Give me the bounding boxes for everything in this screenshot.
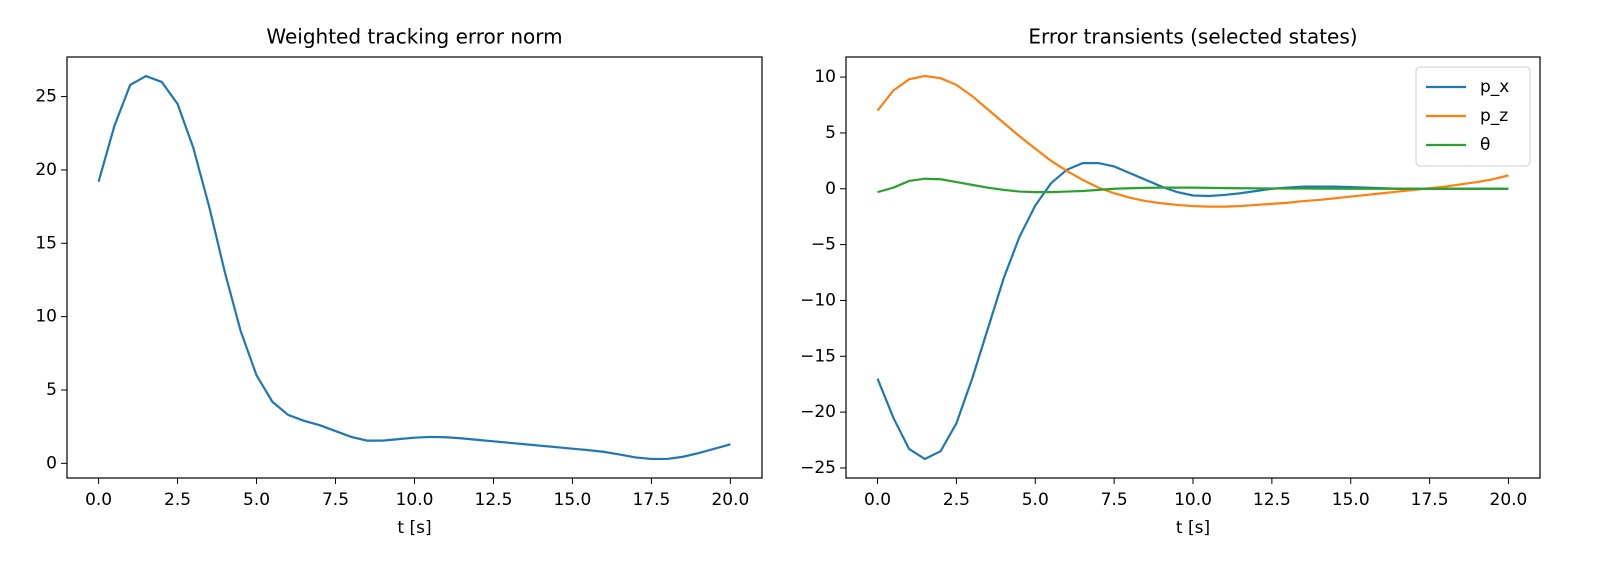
y-tick-label: 25 (35, 87, 57, 107)
x-tick-label: 2.5 (943, 490, 970, 510)
y-tick-label: 10 (814, 67, 836, 87)
x-tick-label: 7.5 (1101, 490, 1128, 510)
x-tick-label: 7.5 (322, 490, 349, 510)
x-tick-label: 15.0 (1332, 490, 1370, 510)
x-axis-label: t [s] (397, 518, 431, 538)
plot-frame (845, 56, 1541, 479)
x-tick-label: 20.0 (1490, 490, 1528, 510)
legend-label: θ (1480, 135, 1490, 155)
legend-frame (1415, 66, 1531, 167)
x-tick-label: 0.0 (85, 490, 112, 510)
x-tick-label: 0.0 (864, 490, 891, 510)
y-tick-label: 15 (35, 233, 57, 253)
y-tick-label: 5 (825, 123, 836, 143)
x-tick-label: 10.0 (396, 490, 434, 510)
x-tick-label: 15.0 (554, 490, 592, 510)
chart-title: Weighted tracking error norm (266, 25, 562, 49)
y-tick-label: −25 (800, 458, 836, 478)
y-tick-label: −15 (800, 346, 836, 366)
y-tick-label: 5 (46, 380, 57, 400)
y-tick-label: 0 (46, 453, 57, 473)
y-tick-label: −20 (800, 402, 836, 422)
line (876, 161, 1509, 461)
legend-label: p_x (1480, 77, 1509, 97)
x-tick-label: 12.5 (475, 490, 513, 510)
x-tick-label: 2.5 (164, 490, 191, 510)
y-tick-label: 0 (825, 179, 836, 199)
x-tick-label: 12.5 (1253, 490, 1291, 510)
y-tick-label: −5 (811, 235, 836, 255)
y-tick-label: 10 (35, 307, 57, 327)
line (877, 177, 1509, 194)
line (876, 74, 1509, 208)
x-tick-label: 17.5 (1411, 490, 1449, 510)
x-tick-label: 5.0 (243, 490, 270, 510)
chart-title: Error transients (selected states) (1028, 25, 1357, 49)
y-tick-label: 20 (35, 160, 57, 180)
x-tick-label: 17.5 (633, 490, 671, 510)
x-axis-label: t [s] (1176, 518, 1210, 538)
x-tick-label: 20.0 (711, 490, 749, 510)
x-tick-label: 5.0 (1022, 490, 1049, 510)
y-tick-label: −10 (800, 290, 836, 310)
line (97, 74, 731, 461)
x-tick-label: 10.0 (1174, 490, 1212, 510)
plot-frame (66, 56, 763, 479)
legend-label: p_z (1480, 106, 1508, 126)
